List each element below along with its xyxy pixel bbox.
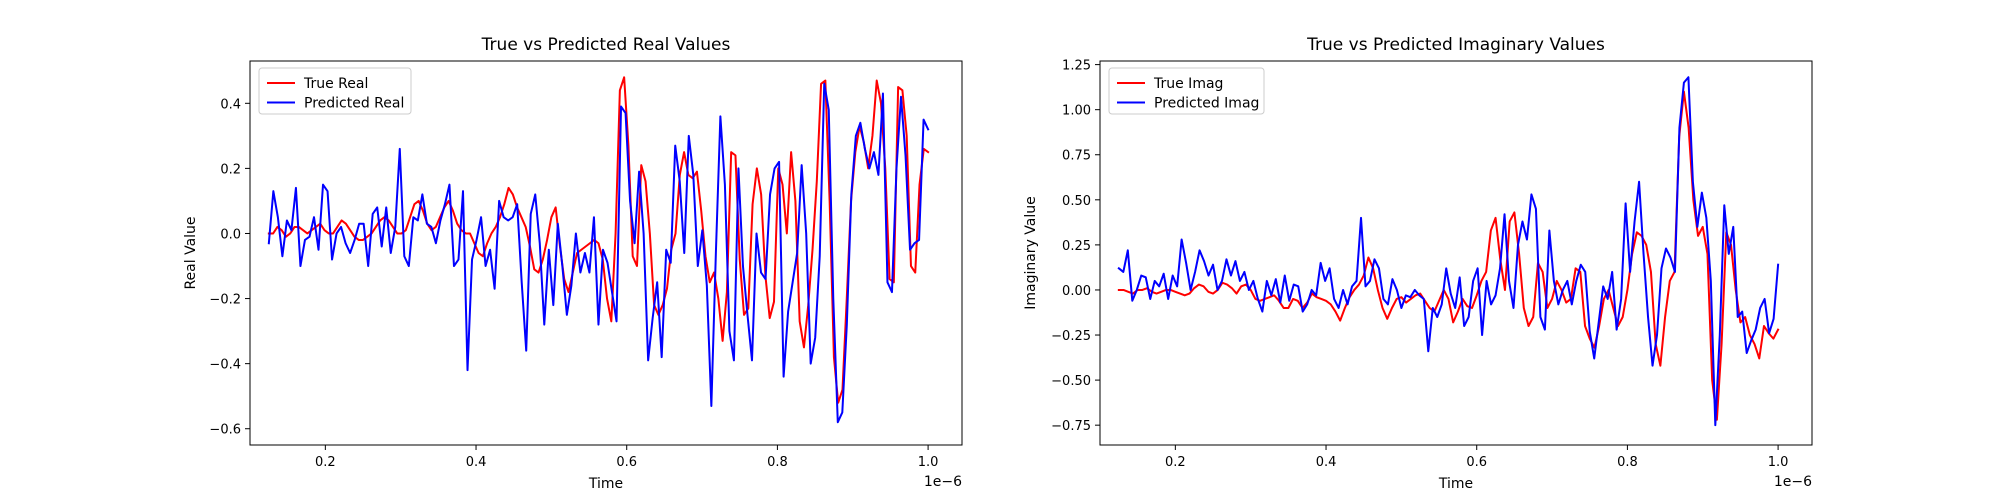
legend-frame: [1108, 67, 1265, 115]
y-tick-label: −0.6: [209, 423, 241, 438]
chart-2: 0.2 0.4 0.6 0.8 1.0 −0.75 −0.50 −0.25 0.00 0.25 0.…: [1023, 35, 1813, 492]
y-tick-label: −0.50: [1051, 374, 1091, 389]
plot-frame: [249, 60, 963, 446]
series-line-predicted-imag: [1117, 76, 1780, 427]
series-line-true-imag: [1117, 90, 1780, 421]
x-axis-label: Time: [1438, 476, 1473, 492]
legend: True Imag Predicted Imag: [1108, 67, 1265, 115]
y-tick-label: 0.50: [1062, 194, 1091, 209]
y-tick-label: −0.75: [1051, 419, 1091, 434]
y-tick-label: 1.25: [1062, 59, 1091, 74]
x-tick-label: 0.4: [1316, 455, 1337, 470]
y-tick-label: 0.4: [220, 97, 241, 112]
x-tick-label: 0.4: [466, 455, 487, 470]
legend-frame: [258, 67, 412, 115]
x-tick-label: 0.6: [616, 455, 637, 470]
y-tick-label: 0.75: [1062, 149, 1091, 164]
x-tick-label: 0.8: [767, 455, 788, 470]
legend-label: Predicted Imag: [1154, 96, 1259, 112]
legend: True Real Predicted Real: [258, 67, 412, 115]
y-tick-label: −0.4: [209, 358, 241, 373]
x-tick-label: 0.2: [315, 455, 336, 470]
chart-1: 0.2 0.4 0.6 0.8 1.0 −0.6 −0.4 −0.2 0.0 0.2 0.4 True…: [183, 35, 963, 492]
legend-label: True Real: [303, 76, 368, 92]
x-tick-label: 0.2: [1165, 455, 1186, 470]
x-axis-offset-label: 1e−6: [924, 474, 962, 490]
y-tick-label: 1.00: [1062, 104, 1091, 119]
series-line-predicted-real: [267, 82, 930, 424]
legend-label: Predicted Real: [304, 96, 404, 112]
x-tick-label: 0.8: [1617, 455, 1638, 470]
y-axis-label: Imaginary Value: [1023, 196, 1039, 310]
y-tick-label: −0.2: [209, 293, 241, 308]
x-axis-label: Time: [588, 476, 623, 492]
x-tick-label: 1.0: [1768, 455, 1789, 470]
x-tick-label: 1.0: [918, 455, 939, 470]
plot-frame: [1099, 60, 1813, 446]
y-axis-label: Real Value: [183, 216, 199, 289]
chart-title: True vs Predicted Imaginary Values: [1306, 35, 1605, 55]
x-axis-offset-label: 1e−6: [1774, 474, 1812, 490]
y-tick-label: −0.25: [1051, 329, 1091, 344]
y-tick-label: 0.0: [220, 227, 241, 242]
y-tick-label: 0.2: [220, 162, 241, 177]
legend-label: True Imag: [1153, 76, 1223, 92]
x-tick-label: 0.6: [1466, 455, 1487, 470]
y-tick-label: 0.25: [1062, 239, 1091, 254]
y-tick-label: 0.00: [1062, 284, 1091, 299]
chart-title: True vs Predicted Real Values: [481, 35, 731, 55]
